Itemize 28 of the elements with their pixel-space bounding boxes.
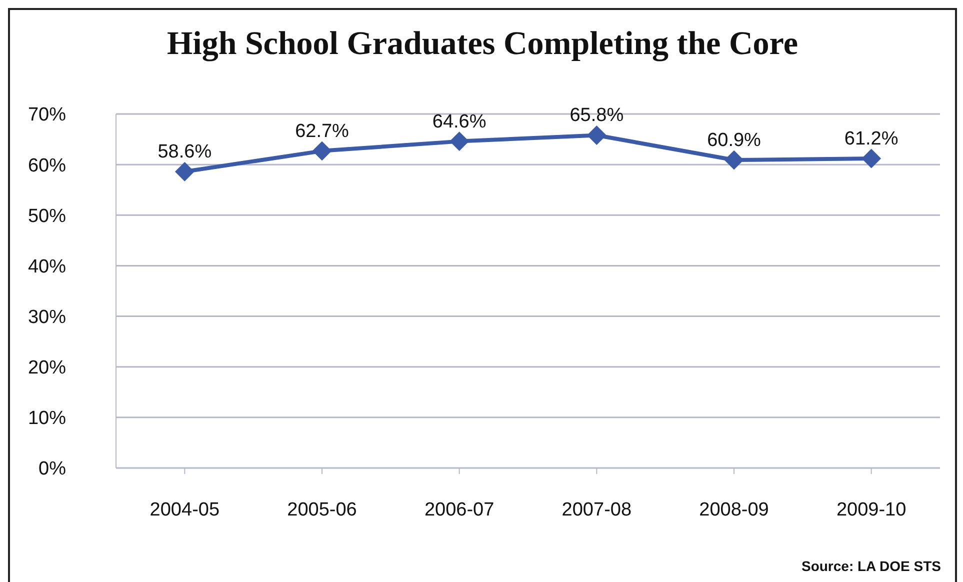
y-tick-label: 70% [28, 104, 66, 126]
y-tick-label: 60% [28, 155, 66, 176]
y-tick-label: 40% [28, 256, 66, 278]
data-label: 58.6% [158, 142, 212, 163]
data-label: 61.2% [844, 128, 898, 150]
point [312, 141, 332, 160]
data-label: 62.7% [295, 120, 350, 142]
x-tick-label: 2006-07 [424, 499, 494, 520]
x-tick-label: 2005-06 [287, 499, 357, 520]
point [175, 162, 194, 182]
y-tick-label: 10% [28, 408, 66, 430]
x-tick-label: 2008-09 [699, 499, 769, 520]
chart-title: High School Graduates Completing the Core [166, 26, 799, 63]
data-label: 60.9% [707, 130, 762, 152]
data-label: 65.8% [570, 105, 624, 126]
x-tick-label: 2007-08 [562, 499, 632, 520]
y-tick-label: 50% [28, 206, 66, 227]
point [587, 126, 606, 145]
data-label: 64.6% [432, 111, 486, 132]
y-tick-label: 0% [38, 458, 66, 480]
point [450, 132, 469, 151]
y-tick-label: 20% [28, 358, 66, 379]
x-tick-label: 2004-05 [150, 499, 220, 520]
point [862, 149, 881, 168]
y-tick-label: 30% [28, 307, 66, 328]
point [724, 150, 744, 170]
source-note: Source: LA DOE STS [801, 558, 941, 574]
x-tick-label: 2009-10 [836, 499, 906, 520]
